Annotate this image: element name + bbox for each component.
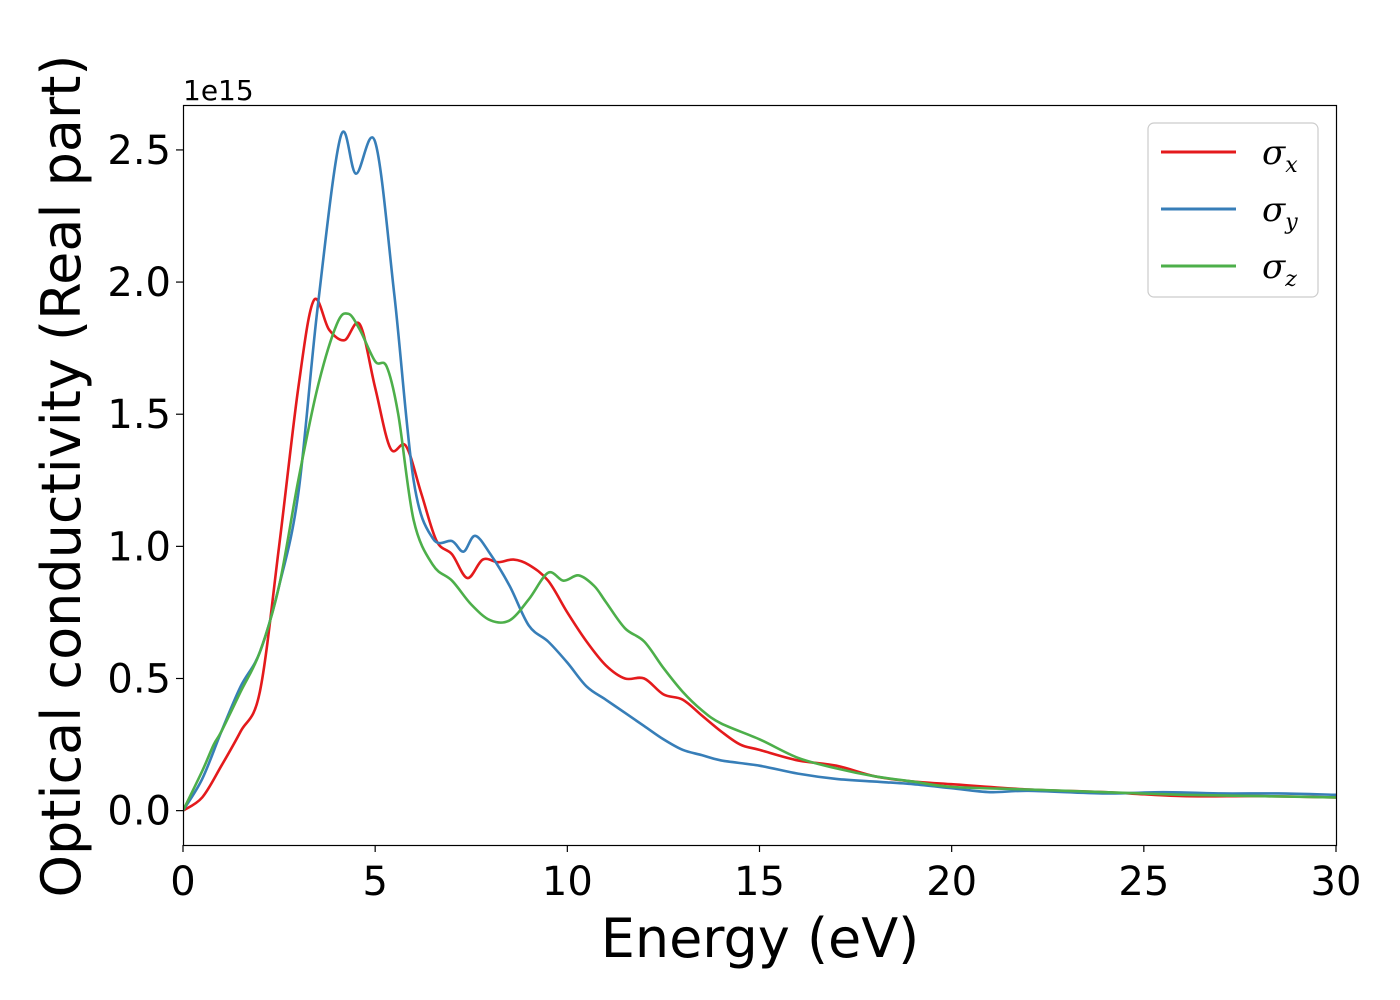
x-tick-label: 0 [170, 859, 195, 905]
x-axis-title: Energy (eV) [601, 907, 920, 970]
legend-label-z: σz [1262, 247, 1297, 292]
legend-label-y: σy [1262, 190, 1298, 235]
legend-label-x: σx [1262, 133, 1298, 178]
y-axis-title: Optical conductivity (Real part) [30, 55, 93, 898]
y-tick-label: 2.5 [107, 128, 171, 174]
x-tick-label: 30 [1311, 859, 1362, 905]
y-tick-label: 1.5 [107, 392, 171, 438]
x-tick-label: 25 [1118, 859, 1169, 905]
y-tick-label: 0.5 [107, 657, 171, 703]
series-layer [183, 130, 1336, 812]
x-tick-label: 20 [926, 859, 977, 905]
x-tick-label: 5 [362, 859, 387, 905]
series-line-x [183, 297, 1336, 812]
x-axis-ticks: 0 5 10 15 20 25 30 [170, 845, 1361, 905]
x-tick-label: 15 [734, 859, 785, 905]
y-tick-label: 0.0 [107, 789, 171, 835]
series-line-z [183, 312, 1336, 812]
y-tick-label: 1.0 [107, 524, 171, 570]
y-axis-offset-label: 1e15 [183, 74, 254, 107]
legend: σx σy σz [1147, 122, 1319, 298]
y-axis-ticks: 0.0 0.5 1.0 1.5 2.0 2.5 [107, 128, 183, 835]
y-tick-label: 2.0 [107, 260, 171, 306]
x-tick-label: 10 [542, 859, 593, 905]
